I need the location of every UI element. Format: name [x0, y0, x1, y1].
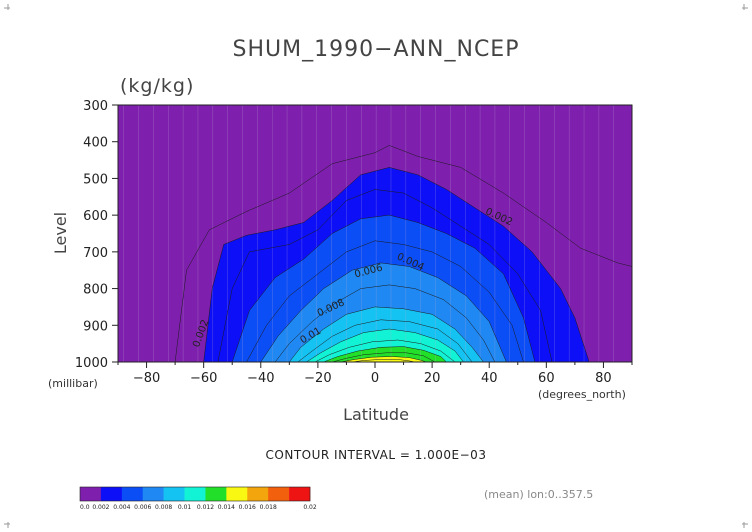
band-0.015	[352, 359, 415, 362]
y-axis-ticks: 300 400 500 600 700 800 900 1000	[75, 99, 118, 371]
x-tick-label: 80	[595, 371, 612, 386]
x-tick-label: −20	[304, 371, 331, 386]
colorbar-swatch	[121, 487, 144, 501]
isoline-0.008	[289, 306, 484, 362]
isoline-0.01	[306, 328, 464, 362]
x-axis-ticks: −80 −60 −40 −20 0 20 40 60 80	[117, 362, 633, 386]
x-tick-label: 0	[371, 371, 379, 386]
colorbar-tick-label: 0.0	[80, 504, 90, 511]
colorbar-swatch	[289, 487, 311, 501]
isoline-0.009	[297, 319, 473, 362]
y-tick-label: 300	[83, 99, 108, 114]
isoline-0.001	[174, 145, 632, 362]
page-corner-marks	[4, 4, 748, 528]
isoline-0.014	[340, 356, 427, 362]
y-tick-label: 600	[83, 209, 108, 224]
colorbar-tick-label: 0.018	[260, 504, 277, 511]
colorbar-swatch	[142, 487, 164, 501]
colorbar-swatch	[184, 487, 206, 501]
isoline-0.011	[314, 339, 456, 362]
colorbar-tick-label: 0.02	[303, 504, 317, 511]
colorbar: 0.0 0.002 0.004 0.006 0.008 0.01 0.012 0.014 0.0…	[79, 486, 317, 511]
colorbar-swatch	[226, 487, 248, 501]
x-unit-label: (degrees_north)	[538, 388, 626, 401]
y-tick-label: 700	[83, 246, 108, 261]
x-tick-label: 20	[424, 371, 441, 386]
x-tick-label: 60	[538, 371, 555, 386]
colorbar-tick-label: 0.006	[134, 504, 151, 511]
y-tick-label: 800	[83, 283, 108, 298]
colorbar-tick-label: 0.012	[197, 504, 214, 511]
contour-interval-text: CONTOUR INTERVAL = 1.000E−03	[266, 448, 487, 462]
isoline-0.005	[246, 240, 524, 362]
plot-area: −80 −60 −40 −20 0 20 40 60 80 300 400 500 600 700 800…	[75, 99, 633, 386]
colorbar-swatch	[163, 487, 185, 501]
x-tick-label: 40	[481, 371, 498, 386]
isoline-0.006	[260, 262, 507, 362]
colorbar-swatch	[100, 487, 123, 501]
x-axis-label: Latitude	[343, 405, 409, 424]
isoline-0.007	[274, 284, 496, 362]
y-tick-label: 500	[83, 172, 108, 187]
colorbar-swatch	[205, 487, 227, 501]
colorbar-frame	[79, 486, 311, 502]
x-tick-label: −80	[133, 371, 160, 386]
x-tick-label: −40	[247, 371, 274, 386]
colorbar-tick-label: 0.008	[155, 504, 172, 511]
units-label: (kg/kg)	[120, 75, 194, 97]
colorbar-swatch	[268, 487, 290, 501]
contour-lines	[174, 145, 632, 362]
x-tick-label: −60	[190, 371, 217, 386]
isoline-0.004	[231, 214, 536, 362]
colorbar-tick-label: 0.01	[178, 504, 192, 511]
isoline-0.002	[203, 167, 590, 362]
meridian-lines	[123, 105, 614, 362]
y-tick-label: 900	[83, 319, 108, 334]
isoline-0.012	[323, 346, 447, 362]
colorbar-tick-label: 0.002	[92, 504, 109, 511]
colorbar-swatch	[247, 487, 269, 501]
y-unit-label: (millibar)	[48, 377, 98, 390]
isoline-0.015	[352, 359, 416, 362]
footnote: (mean) lon:0..357.5	[484, 488, 593, 501]
contour-fills	[118, 105, 632, 362]
colorbar-tick-label: 0.016	[239, 504, 256, 511]
colorbar-tick-label: 0.004	[113, 504, 130, 511]
colorbar-tick-label: 0.014	[218, 504, 235, 511]
isoline-0.013	[332, 352, 436, 362]
y-tick-label: 400	[83, 136, 108, 151]
isoline-0.003	[217, 189, 553, 362]
y-axis-label: Level	[51, 212, 70, 254]
colorbar-swatch	[80, 487, 102, 501]
chart-title: SHUM_1990−ANN_NCEP	[233, 37, 520, 62]
y-tick-label: 1000	[75, 356, 108, 371]
